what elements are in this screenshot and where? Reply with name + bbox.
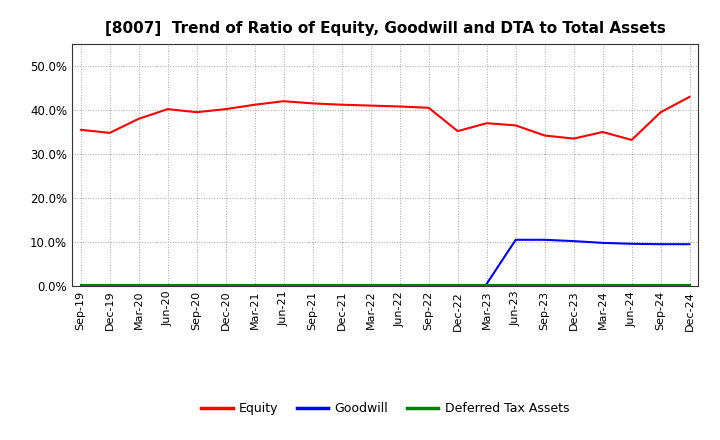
Legend: Equity, Goodwill, Deferred Tax Assets: Equity, Goodwill, Deferred Tax Assets bbox=[197, 397, 574, 420]
Title: [8007]  Trend of Ratio of Equity, Goodwill and DTA to Total Assets: [8007] Trend of Ratio of Equity, Goodwil… bbox=[105, 21, 665, 36]
